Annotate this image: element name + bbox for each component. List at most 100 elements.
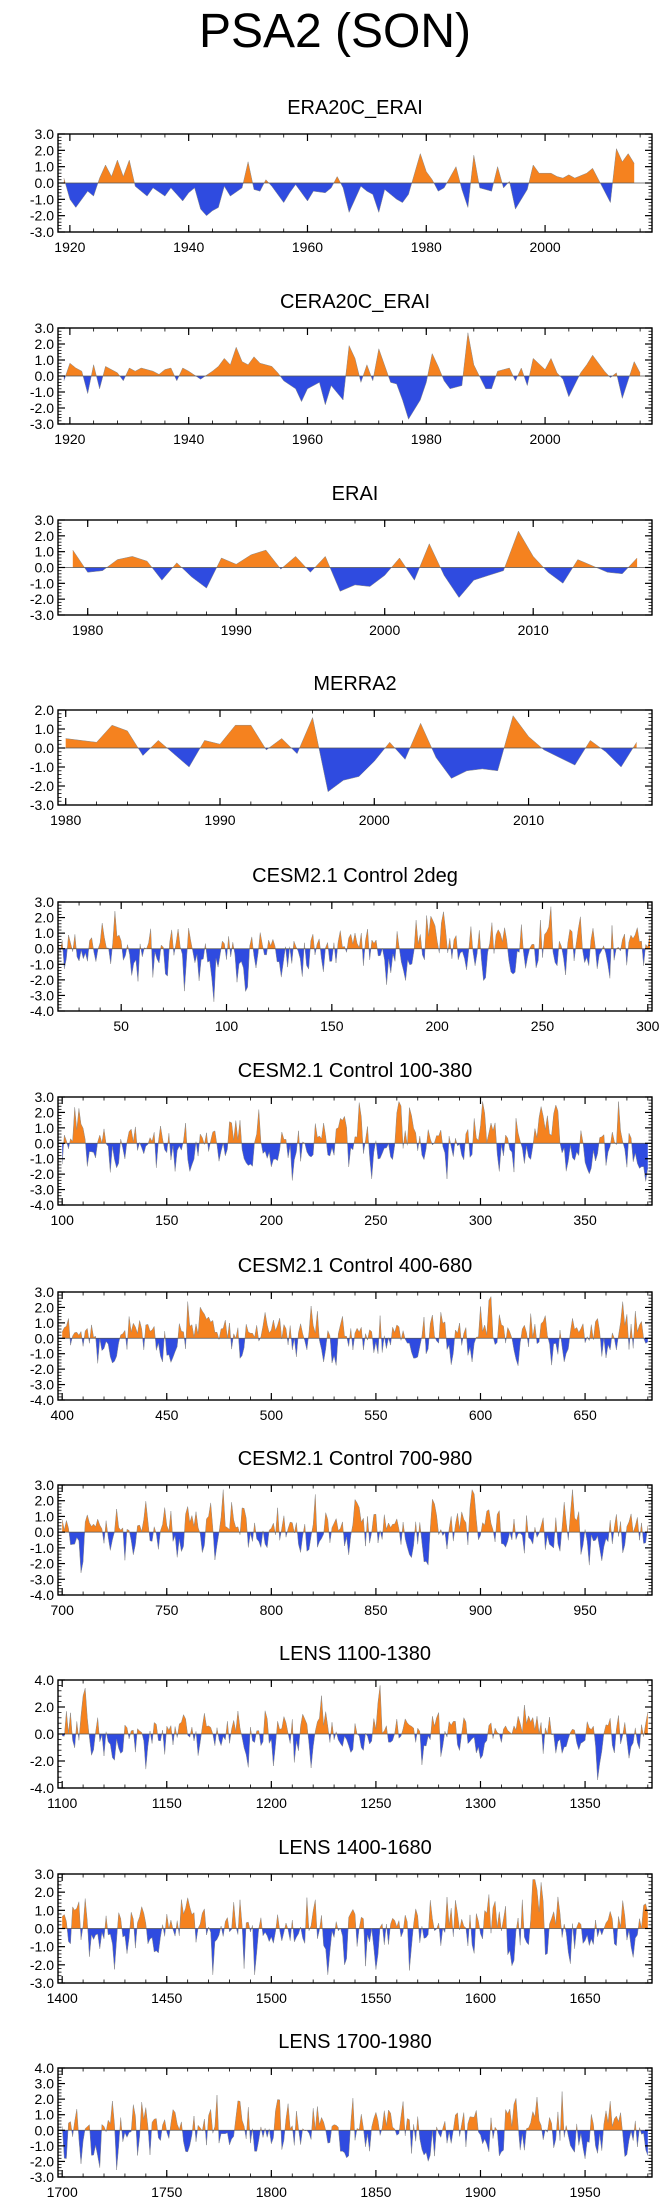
y-tick-label: 2.0 [35,1299,55,1315]
chart-title: ERAI [332,483,379,505]
x-tick-label: 2000 [369,622,400,638]
y-tick-label: 1.0 [35,159,55,175]
x-tick-label: 1150 [152,1795,182,1811]
y-tick-label: -1.0 [30,1151,54,1167]
y-tick-label: -4.0 [30,1003,54,1019]
x-tick-label: 350 [573,1212,597,1228]
plot-frame [57,901,653,1012]
y-tick-label: -4.0 [30,1197,54,1213]
positive-area [62,1296,648,1339]
negative-area [58,948,650,1002]
y-tick-label: 0.0 [35,941,55,957]
y-tick-label: 1.0 [35,721,55,737]
x-tick-label: 1300 [465,1795,496,1811]
y-tick-label: -1.0 [30,1540,54,1556]
x-tick-label: 450 [155,1407,179,1423]
x-tick-label: 50 [113,1018,129,1034]
x-tick-label: 1940 [173,431,204,447]
negative-area [72,567,638,598]
chart-panel-7: CESM2.1 Control 400-6803.02.01.00.0-1.0-… [30,1255,653,1423]
x-tick-label: 1700 [47,2184,78,2200]
x-tick-label: 1650 [569,1990,600,2006]
x-tick-label: 2000 [530,239,561,255]
y-tick-label: -2.0 [30,1957,54,1973]
negative-area [65,748,637,792]
y-tick-label: -2.0 [30,208,54,224]
chart-panel-10: LENS 1400-16803.02.01.00.0-1.0-2.0-3.014… [30,1837,653,2006]
x-tick-label: 2010 [513,812,544,828]
x-tick-label: 1350 [569,1795,600,1811]
x-tick-label: 1550 [360,1990,391,2006]
x-tick-label: 1250 [360,1795,391,1811]
y-tick-label: 0.0 [35,560,55,576]
y-tick-label: -3.0 [30,1571,54,1587]
positive-area [62,2091,648,2131]
chart-title: CESM2.1 Control 100-380 [238,1060,473,1082]
plot-frame [57,709,653,806]
series-line [63,332,641,420]
y-tick-label: 2.0 [35,1104,55,1120]
negative-area [63,376,641,420]
x-tick-label: 1100 [47,1795,77,1811]
y-tick-label: -1.0 [30,575,54,591]
x-tick-label: 1940 [173,239,204,255]
y-tick-label: -1.0 [30,2138,54,2154]
x-tick-label: 1450 [151,1990,182,2006]
y-tick-label: 0.0 [35,1726,55,1742]
positive-area [63,148,635,183]
positive-area [65,715,637,748]
y-tick-label: -3.0 [30,797,54,813]
x-tick-label: 100 [51,1212,75,1228]
y-tick-label: 3.0 [35,512,55,528]
y-tick-label: 3.0 [35,1284,55,1300]
x-tick-label: 550 [364,1407,388,1423]
x-tick-label: 800 [260,1602,284,1618]
y-tick-label: -2.0 [30,2153,54,2169]
x-tick-label: 1950 [569,2184,600,2200]
y-tick-label: 0.0 [35,368,55,384]
x-tick-label: 250 [531,1018,555,1034]
y-tick-label: -2.0 [30,591,54,607]
y-tick-label: 3.0 [35,126,55,142]
y-tick-label: 2.0 [35,528,55,544]
chart-title: ERA20C_ERAI [287,97,423,119]
y-tick-label: -1.0 [30,191,54,207]
y-tick-label: -2.0 [30,1753,54,1769]
y-tick-label: -3.0 [30,987,54,1003]
x-tick-label: 1750 [151,2184,182,2200]
x-tick-label: 2010 [518,622,549,638]
x-tick-label: 300 [636,1018,660,1034]
y-tick-label: 0.0 [35,175,55,191]
y-tick-label: 2.0 [35,142,55,158]
negative-area [62,1928,648,1975]
y-tick-label: -1.0 [30,1346,54,1362]
y-tick-label: -3.0 [30,2169,54,2185]
x-tick-label: 750 [155,1602,179,1618]
x-tick-label: 300 [469,1212,493,1228]
y-tick-label: 3.0 [35,1089,55,1105]
series-line [61,1488,649,1573]
y-tick-label: 1.0 [35,1315,55,1331]
chart-panel-2: CERA20C_ERAI 3.02.01.00.0-1.0-2.0-3.01920… [30,291,653,447]
y-tick-label: -1.0 [30,384,54,400]
y-tick-label: 3.0 [35,2076,55,2092]
x-tick-label: 1200 [256,1795,287,1811]
positive-area [62,1685,648,1734]
y-tick-label: -4.0 [30,1587,54,1603]
chart-title: CESM2.1 Control 700-980 [238,1448,473,1470]
x-tick-label: 1990 [204,812,235,828]
y-tick-label: 2.0 [35,1699,55,1715]
y-tick-label: 3.0 [35,1477,55,1493]
x-tick-label: 1800 [256,2184,287,2200]
y-tick-label: 0.0 [35,1524,55,1540]
series-line [62,1879,649,1975]
series-line [72,530,638,599]
positive-area [63,332,641,376]
y-tick-label: -2.0 [30,1556,54,1572]
y-tick-label: 0.0 [35,740,55,756]
chart-panel-5: CESM2.1 Control 2deg 3.02.01.00.0-1.0-2.0… [30,865,660,1034]
x-tick-label: 600 [469,1407,493,1423]
x-tick-label: 500 [260,1407,284,1423]
